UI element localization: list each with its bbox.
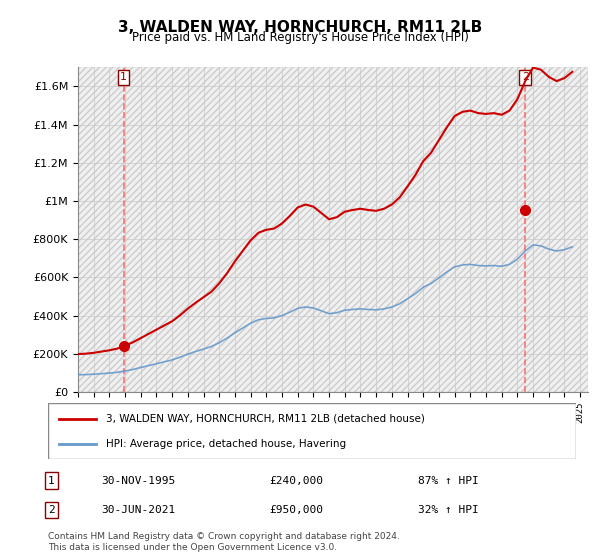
Text: Contains HM Land Registry data © Crown copyright and database right 2024.
This d: Contains HM Land Registry data © Crown c… bbox=[48, 532, 400, 552]
Text: 30-NOV-1995: 30-NOV-1995 bbox=[101, 476, 175, 486]
Text: 2: 2 bbox=[48, 505, 55, 515]
Text: 87% ↑ HPI: 87% ↑ HPI bbox=[418, 476, 478, 486]
Text: 3, WALDEN WAY, HORNCHURCH, RM11 2LB (detached house): 3, WALDEN WAY, HORNCHURCH, RM11 2LB (det… bbox=[106, 414, 425, 424]
Text: HPI: Average price, detached house, Havering: HPI: Average price, detached house, Have… bbox=[106, 438, 346, 449]
Text: Price paid vs. HM Land Registry's House Price Index (HPI): Price paid vs. HM Land Registry's House … bbox=[131, 31, 469, 44]
Text: 2: 2 bbox=[521, 72, 529, 82]
Text: 32% ↑ HPI: 32% ↑ HPI bbox=[418, 505, 478, 515]
Text: £950,000: £950,000 bbox=[270, 505, 324, 515]
Text: 30-JUN-2021: 30-JUN-2021 bbox=[101, 505, 175, 515]
Bar bbox=[78, 67, 588, 392]
Text: £240,000: £240,000 bbox=[270, 476, 324, 486]
Text: 1: 1 bbox=[120, 72, 127, 82]
Text: 1: 1 bbox=[48, 476, 55, 486]
FancyBboxPatch shape bbox=[48, 403, 576, 459]
Text: 3, WALDEN WAY, HORNCHURCH, RM11 2LB: 3, WALDEN WAY, HORNCHURCH, RM11 2LB bbox=[118, 20, 482, 35]
